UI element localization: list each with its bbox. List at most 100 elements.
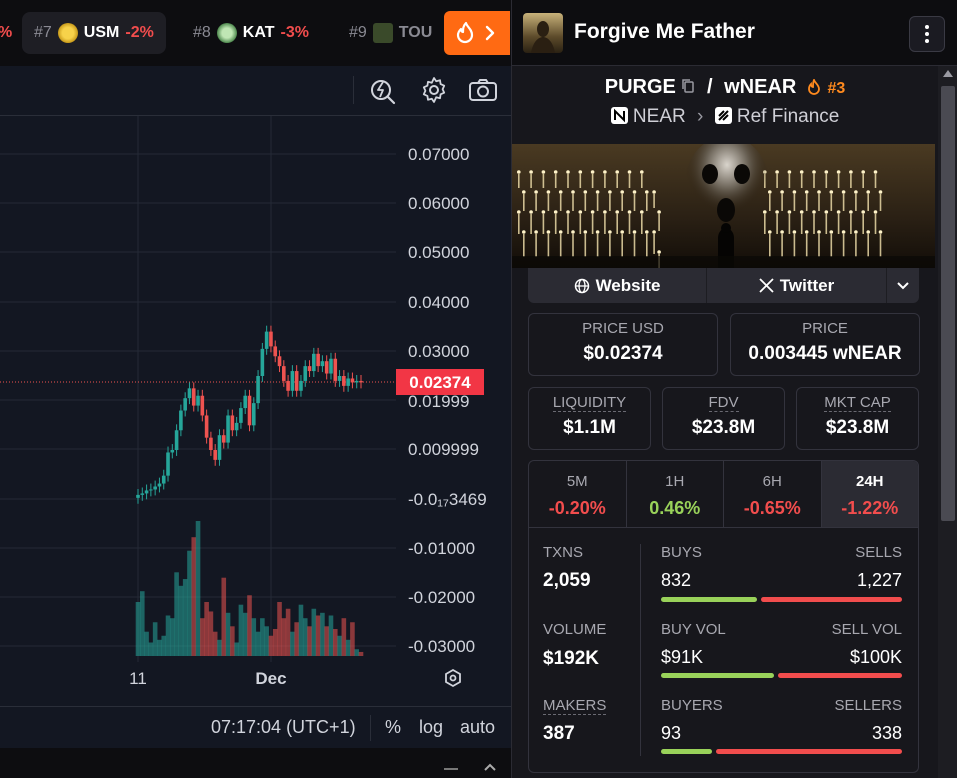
chevron-up-icon[interactable] xyxy=(483,762,497,772)
volume-bar xyxy=(350,622,355,656)
buyers-label: BUYERS xyxy=(661,697,723,714)
website-button[interactable]: Website xyxy=(528,268,707,303)
volume-bar xyxy=(337,635,342,656)
trending-rank: #8 xyxy=(193,24,211,41)
quick-search-icon[interactable] xyxy=(368,76,398,106)
y-tick-label: 0.07000 xyxy=(408,145,469,164)
volume-bar xyxy=(195,521,201,656)
volume-label: VOLUME xyxy=(543,621,607,638)
price-chart[interactable]: 0.07000 0.06000 0.05000 0.04000 0.03000 0.009… xyxy=(0,116,511,662)
volume-bar xyxy=(144,631,149,656)
volume-bar xyxy=(165,615,171,656)
tab-6h[interactable]: 6H -0.65% xyxy=(724,461,822,527)
trending-item-9[interactable]: #9 TOU xyxy=(349,12,432,54)
volume-bar xyxy=(242,612,248,656)
txn-stats: TXNS 2,059 BUYS SELLS 832 1,227 VOLUME $… xyxy=(528,528,919,773)
tab-5m[interactable]: 5M -0.20% xyxy=(529,461,627,527)
pair-rank: #3 xyxy=(827,80,846,97)
makers-label: MAKERS xyxy=(543,697,607,715)
candle-body xyxy=(354,380,359,383)
volume-bar xyxy=(298,604,304,656)
volume-bar xyxy=(324,626,329,656)
y-tick-label: -0.03000 xyxy=(408,637,475,656)
camera-icon[interactable] xyxy=(468,77,498,103)
website-label: Website xyxy=(595,275,661,295)
candle-body xyxy=(324,361,329,374)
txns-label: TXNS xyxy=(543,544,584,561)
candle-body xyxy=(200,395,205,416)
volume-bar xyxy=(358,651,364,656)
bottom-panel-strip xyxy=(0,748,511,778)
chart-toolbar xyxy=(0,66,511,116)
x-logo-icon xyxy=(759,278,774,293)
more-menu-button[interactable] xyxy=(909,16,945,52)
fire-icon xyxy=(808,77,820,95)
volume-bar xyxy=(294,622,299,656)
panel-header: Forgive Me Father xyxy=(512,0,957,66)
y-tick-label: -0.0₁₇3469 xyxy=(408,490,487,509)
candle-body xyxy=(179,410,183,431)
tab-1h[interactable]: 1H 0.46% xyxy=(627,461,724,527)
copy-icon[interactable] xyxy=(681,78,695,94)
volume-bar xyxy=(200,618,205,656)
volume-bar xyxy=(260,618,265,656)
chain-link[interactable]: NEAR xyxy=(632,106,686,127)
dex-link[interactable]: Ref Finance xyxy=(736,106,840,127)
y-tick-label: 0.009999 xyxy=(408,440,479,459)
scroll-thumb[interactable] xyxy=(941,86,955,521)
token-name: Forgive Me Father xyxy=(574,20,755,43)
candle-body xyxy=(260,348,265,376)
y-tick-label: 0.06000 xyxy=(408,194,469,213)
price-change-tabs: 5M -0.20% 1H 0.46% 6H -0.65% 24H -1.22% xyxy=(528,460,919,528)
candle-body xyxy=(157,483,162,487)
chart-area[interactable]: % #7 USM -2% #8 KAT -3% #9 TOU xyxy=(0,0,511,778)
percent-toggle[interactable]: % xyxy=(385,717,402,737)
trending-symbol: KAT xyxy=(242,24,275,41)
volume-bar xyxy=(238,604,244,656)
sells-value: 1,227 xyxy=(856,570,902,590)
candle-body xyxy=(161,475,166,484)
twitter-button[interactable]: Twitter xyxy=(707,268,887,303)
volume-bar xyxy=(315,615,321,656)
tab-24h[interactable]: 24H -1.22% xyxy=(821,461,918,527)
sell-vol-label: SELL VOL xyxy=(831,621,902,638)
trending-item-7[interactable]: #7 USM -2% xyxy=(22,12,166,54)
volume-bar xyxy=(285,608,291,656)
trending-fire-button[interactable] xyxy=(444,11,510,55)
chart-clock: 07:17:04 (UTC+1) xyxy=(211,717,356,737)
pair-quote-symbol: wNEAR xyxy=(724,76,797,98)
buy-vol-value: $91K xyxy=(661,647,704,667)
volume-bar xyxy=(268,635,274,656)
volume-bar xyxy=(174,572,179,656)
auto-toggle[interactable]: auto xyxy=(460,717,496,737)
buy-vol-bar xyxy=(661,673,774,678)
candle-body xyxy=(153,486,157,490)
scroll-up-arrow[interactable] xyxy=(943,70,953,77)
candle-body xyxy=(247,395,252,426)
current-price-tag: 0.02374 xyxy=(396,369,484,395)
buys-bar xyxy=(661,597,757,602)
trending-item-8[interactable]: #8 KAT -3% xyxy=(193,12,309,54)
volume-bar xyxy=(354,649,360,656)
y-tick-label: -0.02000 xyxy=(408,588,475,607)
more-socials-button[interactable] xyxy=(887,268,919,303)
panel-scrollbar[interactable] xyxy=(938,66,957,778)
candle-body xyxy=(217,435,222,460)
axis-settings-icon[interactable] xyxy=(445,668,461,688)
volume-bar xyxy=(170,618,175,656)
usm-coin-icon xyxy=(57,23,78,43)
volume-bar xyxy=(272,629,278,656)
chain-breadcrumb: NEAR › Ref Finance xyxy=(512,106,938,128)
fdv-value: $23.8M xyxy=(691,417,756,438)
log-toggle[interactable]: log xyxy=(419,717,444,737)
candle-body xyxy=(264,331,269,349)
candle-body xyxy=(239,408,243,423)
gear-icon[interactable] xyxy=(420,76,448,104)
volume-bar xyxy=(157,639,162,656)
volume-bar xyxy=(182,579,188,656)
volume-bar xyxy=(234,642,239,656)
trending-item-6[interactable]: % xyxy=(0,12,12,54)
trending-symbol: TOU xyxy=(398,24,433,41)
kat-coin-icon xyxy=(216,23,237,43)
price-usd-card: PRICE USD $0.02374 xyxy=(528,313,718,376)
